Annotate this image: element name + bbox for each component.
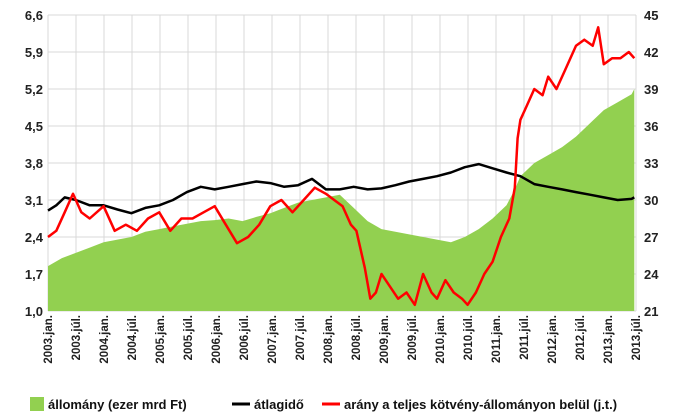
x-tick-label: 2010.jan. bbox=[435, 315, 447, 364]
x-tick-label: 2004.júl. bbox=[127, 315, 139, 360]
left-tick-label: 6,6 bbox=[25, 8, 43, 23]
x-tick-label: 2011.jan. bbox=[491, 315, 503, 363]
x-tick-label: 2008.júl. bbox=[351, 315, 363, 360]
right-tick-label: 33 bbox=[644, 156, 658, 171]
left-tick-label: 1,0 bbox=[25, 304, 43, 319]
x-axis-ticks: 2003.jan. 2003.júl. 2004.jan. 2004.júl. 2005… bbox=[43, 315, 643, 364]
x-tick-label: 2006.jan. bbox=[211, 315, 223, 364]
left-tick-label: 3,8 bbox=[25, 156, 43, 171]
right-tick-label: 27 bbox=[644, 230, 658, 245]
x-tick-label: 2011.júl. bbox=[519, 315, 531, 360]
x-tick-label: 2009.júl. bbox=[407, 315, 419, 360]
x-tick-label: 2007.júl. bbox=[295, 315, 307, 360]
x-tick-label: 2009.jan. bbox=[379, 315, 391, 364]
legend-label-avg: átlagidő bbox=[254, 397, 304, 412]
x-tick-label: 2003.jan. bbox=[43, 315, 55, 364]
area-series-layer bbox=[48, 89, 635, 311]
legend-label-area: állomány (ezer mrd Ft) bbox=[48, 397, 187, 412]
right-tick-label: 42 bbox=[644, 45, 658, 60]
x-tick-label: 2010.júl. bbox=[463, 315, 475, 360]
legend: állomány (ezer mrd Ft) átlagidő arány a … bbox=[30, 397, 617, 412]
x-tick-label: 2003.júl. bbox=[71, 315, 83, 360]
x-tick-label: 2012.jan. bbox=[547, 315, 559, 364]
x-tick-label: 2005.júl. bbox=[183, 315, 195, 360]
left-tick-label: 1,7 bbox=[25, 267, 43, 282]
left-tick-label: 4,5 bbox=[25, 119, 43, 134]
x-tick-label: 2012.júl. bbox=[575, 315, 587, 360]
legend-swatch-area bbox=[30, 397, 44, 411]
right-tick-label: 24 bbox=[644, 267, 659, 282]
line-atlagido bbox=[47, 162, 635, 215]
x-tick-label: 2006.júl. bbox=[239, 315, 251, 360]
x-tick-label: 2004.jan. bbox=[99, 315, 111, 364]
left-tick-label: 2,4 bbox=[25, 230, 44, 245]
right-tick-label: 39 bbox=[644, 82, 658, 97]
x-tick-label: 2005.jan. bbox=[155, 315, 167, 364]
right-tick-label: 45 bbox=[644, 8, 658, 23]
legend-label-ratio: arány a teljes kötvény-állományon belül … bbox=[344, 397, 617, 412]
left-tick-label: 5,9 bbox=[25, 45, 43, 60]
right-axis-ticks: 21 24 27 30 33 36 39 42 45 bbox=[644, 8, 659, 319]
left-tick-label: 3,1 bbox=[25, 193, 43, 208]
x-tick-label: 2013.jan. bbox=[603, 315, 615, 364]
x-tick-label: 2007.jan. bbox=[267, 315, 279, 364]
right-tick-label: 36 bbox=[644, 119, 658, 134]
line-series-layer bbox=[47, 26, 636, 307]
left-tick-label: 5,2 bbox=[25, 82, 43, 97]
area-allomany bbox=[48, 89, 635, 311]
left-axis-ticks: 1,0 1,7 2,4 3,1 3,8 4,5 5,2 5,9 6,6 bbox=[25, 8, 44, 319]
x-tick-label: 2013.júl. bbox=[631, 315, 643, 360]
line-arany bbox=[47, 26, 636, 307]
right-tick-label: 21 bbox=[644, 304, 658, 319]
x-tick-label: 2008.jan. bbox=[323, 315, 335, 364]
right-tick-label: 30 bbox=[644, 193, 658, 208]
